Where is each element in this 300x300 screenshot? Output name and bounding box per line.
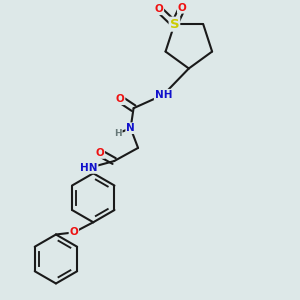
Text: O: O: [70, 227, 78, 237]
Text: O: O: [116, 94, 124, 104]
Text: S: S: [169, 18, 179, 31]
Text: H: H: [114, 129, 122, 138]
Text: HN: HN: [80, 163, 98, 173]
Text: O: O: [154, 4, 163, 14]
Text: N: N: [126, 123, 135, 133]
Text: NH: NH: [155, 90, 172, 100]
Text: O: O: [178, 3, 187, 13]
Text: O: O: [95, 148, 104, 158]
